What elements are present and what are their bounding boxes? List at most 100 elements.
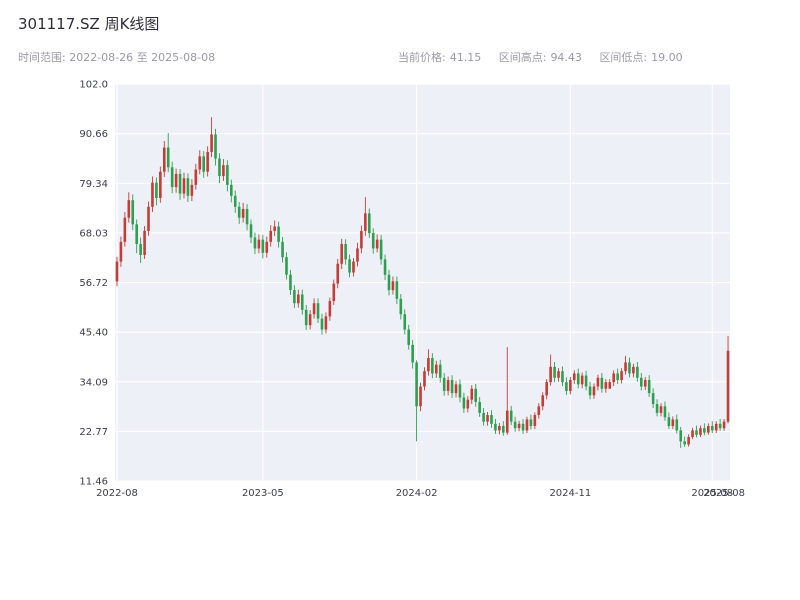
current-price-label: 当前价格:	[398, 51, 446, 64]
candle-body	[545, 382, 548, 396]
candle-body	[332, 283, 336, 302]
candle-body	[718, 423, 722, 429]
candle-body	[620, 371, 623, 380]
candle-body	[375, 239, 379, 249]
candle-body	[289, 274, 292, 291]
candle-body	[139, 244, 142, 256]
candle-body	[253, 237, 257, 249]
candle-body	[143, 230, 146, 256]
candle-body	[226, 165, 229, 185]
time-range-value: 2022-08-26 至 2025-08-08	[69, 51, 216, 64]
candle-body	[340, 244, 343, 264]
candle-body	[707, 426, 710, 433]
candle-body	[663, 406, 667, 418]
candle-body	[513, 421, 517, 429]
candle-body	[596, 377, 600, 387]
candle-body	[265, 241, 269, 253]
candle-body	[147, 206, 150, 231]
candle-body	[671, 419, 675, 427]
candle-body	[458, 384, 462, 398]
candle-body	[214, 134, 217, 159]
period-low-value: 19.00	[651, 51, 683, 64]
candle-body	[423, 371, 426, 387]
candle-body	[639, 377, 643, 387]
candle-body	[320, 318, 324, 330]
x-tick-label: 2022-08	[96, 488, 138, 499]
candle-body	[249, 224, 253, 238]
candle-body	[352, 261, 355, 273]
candle-body	[466, 399, 470, 409]
candle-body	[119, 241, 123, 262]
candle-body	[541, 395, 545, 407]
candle-body	[419, 386, 422, 407]
candle-body	[427, 358, 430, 372]
candle-body	[123, 217, 127, 242]
candle-body	[127, 200, 131, 218]
candle-body	[395, 281, 399, 299]
candle-body	[679, 430, 683, 442]
candle-body	[273, 226, 276, 231]
candle-body	[178, 173, 182, 194]
candle-body	[442, 377, 446, 391]
y-tick-label: 102.0	[79, 80, 108, 91]
candle-body	[494, 423, 497, 431]
x-end-tick-label: 2025-08	[703, 488, 745, 499]
candle-body	[229, 184, 233, 196]
candle-body	[218, 158, 221, 177]
candle-body	[300, 294, 304, 310]
candle-body	[245, 208, 249, 225]
y-tick-label: 34.09	[79, 377, 108, 388]
candle-body	[470, 388, 474, 400]
period-high-value: 94.43	[550, 51, 582, 64]
candle-body	[557, 371, 560, 378]
candle-body	[691, 430, 694, 437]
candle-body	[651, 393, 655, 405]
candle-body	[655, 404, 659, 413]
candle-body	[521, 423, 525, 431]
candle-body	[509, 410, 513, 422]
candle-body	[588, 386, 592, 396]
candle-body	[206, 151, 209, 172]
candle-body	[383, 259, 387, 275]
candle-body	[297, 294, 300, 304]
candle-body	[643, 379, 647, 387]
candle-body	[166, 147, 170, 168]
candlestick-chart: 102.0 90.66 79.34 68.03 56.72 45.40 34.09 22.77…	[0, 70, 800, 510]
candle-body	[367, 213, 371, 234]
candle-body	[293, 290, 296, 304]
candle-body	[486, 415, 489, 422]
period-high-label: 区间高点:	[498, 51, 547, 64]
candle-body	[533, 415, 537, 427]
candle-body	[569, 379, 572, 391]
candle-body	[316, 303, 320, 319]
candle-body	[498, 426, 501, 431]
candle-body	[285, 257, 288, 275]
candle-body	[411, 344, 414, 363]
candle-body	[722, 421, 726, 429]
candle-body	[261, 239, 265, 253]
y-tick-label: 90.66	[79, 129, 108, 140]
candle-body	[277, 226, 280, 242]
y-tick-label: 79.34	[79, 179, 108, 190]
stats-subtitle: 当前价格: 41.15 区间高点: 94.43 区间低点: 19.00	[398, 49, 697, 65]
candle-body	[241, 208, 245, 218]
candle-body	[565, 382, 568, 391]
period-low-stat: 区间低点: 19.00	[599, 51, 682, 64]
candle-body	[348, 259, 351, 273]
candle-body	[561, 371, 564, 383]
candle-body	[675, 419, 679, 431]
candle-body	[600, 377, 604, 389]
candle-body	[403, 314, 407, 330]
candle-body	[462, 397, 466, 409]
candle-body	[415, 362, 418, 407]
candle-body	[604, 382, 608, 389]
candle-body	[726, 350, 730, 422]
candle-body	[529, 419, 533, 427]
candle-body	[478, 401, 481, 413]
candle-body	[454, 384, 458, 394]
candle-body	[222, 165, 225, 177]
candle-body	[360, 230, 363, 249]
candle-body	[336, 263, 340, 284]
candle-body	[387, 274, 391, 291]
